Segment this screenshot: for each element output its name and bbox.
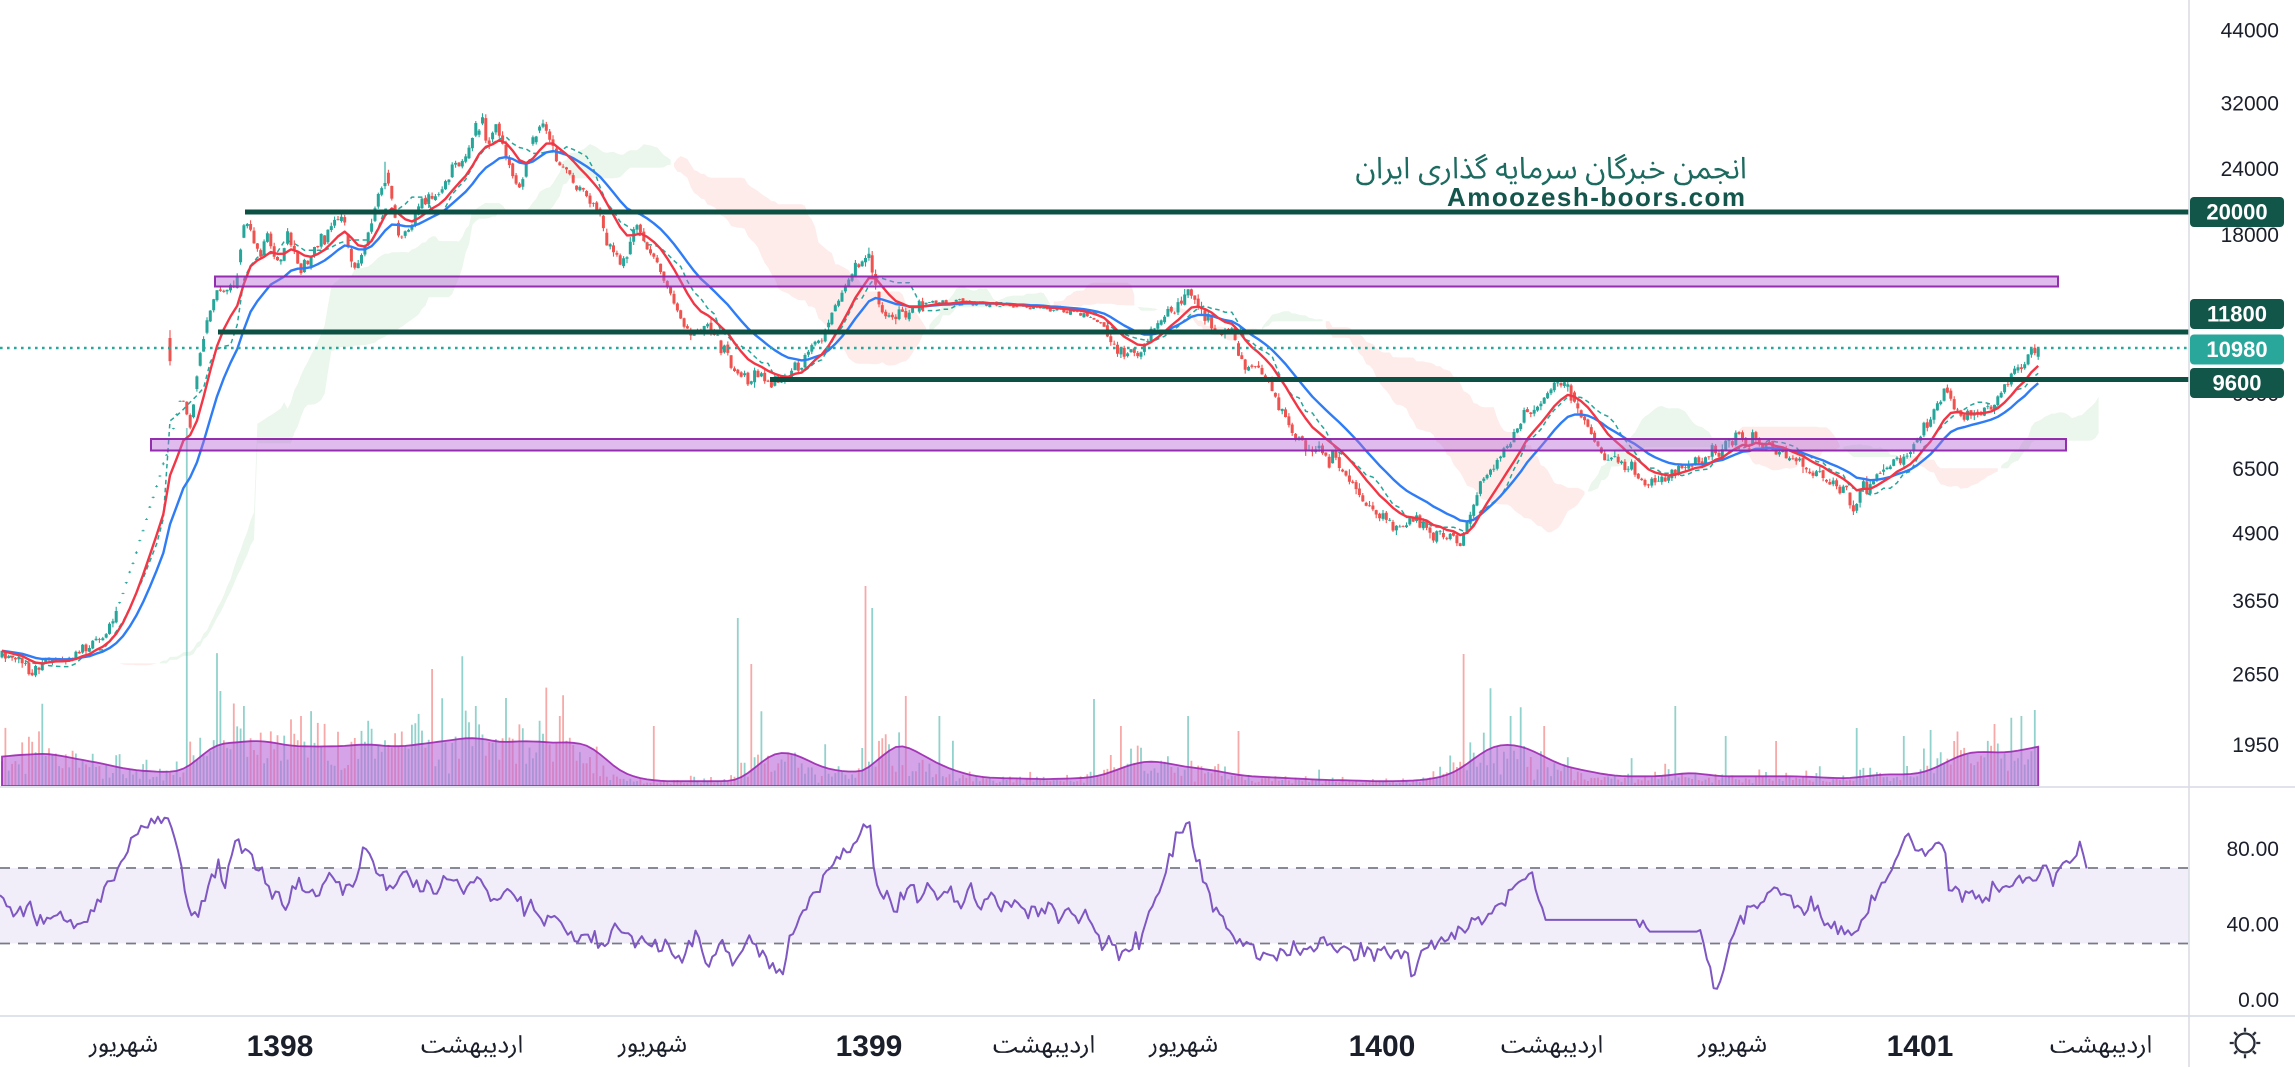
svg-text:11800: 11800 <box>2207 302 2267 327</box>
svg-text:18000: 18000 <box>2221 224 2279 247</box>
svg-text:44000: 44000 <box>2221 19 2279 42</box>
svg-text:24000: 24000 <box>2221 158 2279 181</box>
svg-text:10980: 10980 <box>2206 337 2267 362</box>
svg-text:0.00: 0.00 <box>2238 989 2279 1012</box>
svg-text:3650: 3650 <box>2232 590 2279 613</box>
svg-text:1401: 1401 <box>1887 1030 1954 1063</box>
svg-text:1950: 1950 <box>2232 734 2279 757</box>
svg-text:6500: 6500 <box>2232 458 2279 481</box>
svg-text:4900: 4900 <box>2232 523 2279 546</box>
svg-text:9600: 9600 <box>2213 371 2262 396</box>
svg-text:80.00: 80.00 <box>2226 838 2279 861</box>
svg-text:1400: 1400 <box>1349 1030 1416 1063</box>
svg-text:20000: 20000 <box>2206 200 2267 225</box>
svg-text:2650: 2650 <box>2232 664 2279 687</box>
svg-text:Amoozesh-boors.com: Amoozesh-boors.com <box>1447 182 1745 212</box>
svg-text:1399: 1399 <box>836 1030 903 1063</box>
svg-text:32000: 32000 <box>2221 92 2279 115</box>
svg-text:40.00: 40.00 <box>2226 914 2279 937</box>
svg-text:1398: 1398 <box>247 1030 314 1063</box>
